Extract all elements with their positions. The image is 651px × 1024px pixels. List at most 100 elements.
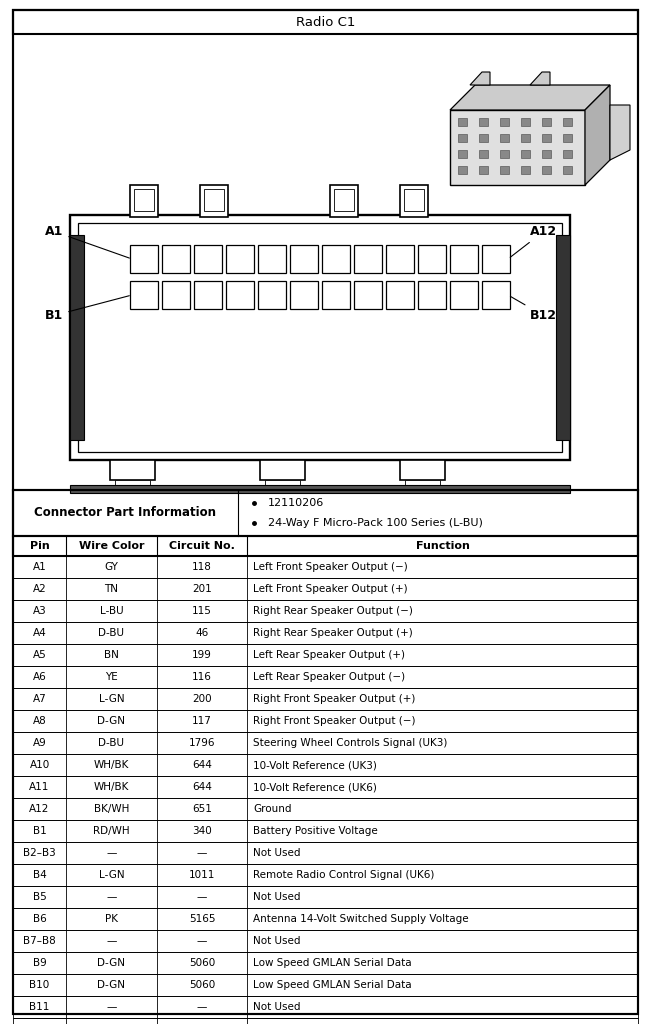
Text: Left Front Speaker Output (−): Left Front Speaker Output (−): [253, 562, 408, 572]
Bar: [13, 798, 638, 820]
Bar: [13, 886, 638, 908]
Text: 5060: 5060: [189, 958, 215, 968]
Text: BN: BN: [104, 650, 119, 660]
Polygon shape: [450, 85, 610, 110]
Bar: [13, 952, 638, 974]
Bar: [204, 189, 224, 211]
Text: Low Speed GMLAN Serial Data: Low Speed GMLAN Serial Data: [253, 980, 412, 990]
Bar: [13, 996, 638, 1018]
Text: Ground: Ground: [253, 804, 292, 814]
Text: 644: 644: [192, 782, 212, 792]
Bar: [162, 281, 190, 309]
Text: —: —: [106, 892, 117, 902]
Text: GY: GY: [105, 562, 118, 572]
Text: Low Speed GMLAN Serial Data: Low Speed GMLAN Serial Data: [253, 958, 412, 968]
Text: 115: 115: [192, 606, 212, 616]
Text: B4: B4: [33, 870, 46, 880]
Bar: [500, 150, 509, 158]
Bar: [70, 234, 84, 440]
Text: A12: A12: [29, 804, 49, 814]
Bar: [13, 536, 638, 556]
Text: Right Rear Speaker Output (−): Right Rear Speaker Output (−): [253, 606, 413, 616]
Bar: [13, 688, 638, 710]
Bar: [330, 185, 358, 217]
Text: Right Front Speaker Output (+): Right Front Speaker Output (+): [253, 694, 416, 705]
Bar: [13, 490, 638, 536]
Bar: [13, 556, 638, 578]
Text: Not Used: Not Used: [253, 936, 301, 946]
Text: D-BU: D-BU: [98, 738, 124, 748]
Bar: [13, 908, 638, 930]
Bar: [500, 166, 509, 174]
Bar: [226, 281, 254, 309]
Text: L-BU: L-BU: [100, 606, 123, 616]
Text: 651: 651: [192, 804, 212, 814]
Bar: [521, 134, 530, 142]
Text: —: —: [106, 848, 117, 858]
Text: A2: A2: [33, 584, 46, 594]
Bar: [542, 134, 551, 142]
Text: B1: B1: [45, 296, 130, 322]
Text: B11: B11: [29, 1002, 49, 1012]
Bar: [400, 460, 445, 480]
Text: RD/WH: RD/WH: [93, 826, 130, 836]
Bar: [458, 134, 467, 142]
Text: L-GN: L-GN: [98, 694, 124, 705]
Bar: [13, 776, 638, 798]
Text: B10: B10: [29, 980, 49, 990]
Text: B2–B3: B2–B3: [23, 848, 56, 858]
Bar: [556, 234, 570, 440]
Text: 200: 200: [192, 694, 212, 705]
Text: 1796: 1796: [189, 738, 215, 748]
Bar: [130, 185, 158, 217]
Text: B6: B6: [33, 914, 46, 924]
Bar: [405, 480, 440, 486]
Text: A1: A1: [45, 225, 130, 258]
Text: B12: B12: [510, 296, 557, 322]
Text: B5: B5: [33, 892, 46, 902]
Text: 201: 201: [192, 584, 212, 594]
Text: A1: A1: [33, 562, 46, 572]
Polygon shape: [530, 72, 550, 85]
Text: D-GN: D-GN: [98, 980, 126, 990]
Text: Battery Positive Voltage: Battery Positive Voltage: [253, 826, 378, 836]
Text: B1: B1: [33, 826, 46, 836]
Text: Pin: Pin: [30, 541, 49, 551]
Bar: [542, 150, 551, 158]
Text: D-GN: D-GN: [98, 716, 126, 726]
Text: L-GN: L-GN: [98, 870, 124, 880]
Bar: [563, 166, 572, 174]
Bar: [13, 930, 638, 952]
Bar: [162, 245, 190, 273]
Bar: [200, 185, 228, 217]
Text: —: —: [106, 1002, 117, 1012]
Bar: [521, 150, 530, 158]
Text: A12: A12: [510, 225, 557, 257]
Bar: [13, 842, 638, 864]
Bar: [563, 150, 572, 158]
Text: A8: A8: [33, 716, 46, 726]
Text: 5060: 5060: [189, 980, 215, 990]
Text: Radio C1: Radio C1: [296, 15, 355, 29]
Bar: [134, 189, 154, 211]
Bar: [482, 245, 510, 273]
Text: —: —: [197, 1002, 207, 1012]
Text: PK: PK: [105, 914, 118, 924]
Bar: [290, 281, 318, 309]
Bar: [13, 622, 638, 644]
Text: TN: TN: [104, 584, 118, 594]
Text: Not Used: Not Used: [253, 1002, 301, 1012]
Text: 199: 199: [192, 650, 212, 660]
Text: WH/BK: WH/BK: [94, 782, 129, 792]
Bar: [450, 281, 478, 309]
Bar: [450, 245, 478, 273]
Text: Left Front Speaker Output (+): Left Front Speaker Output (+): [253, 584, 408, 594]
Bar: [130, 245, 158, 273]
Text: Connector Part Information: Connector Part Information: [35, 507, 217, 519]
Bar: [13, 644, 638, 666]
Bar: [521, 118, 530, 126]
Bar: [482, 281, 510, 309]
Text: 644: 644: [192, 760, 212, 770]
Bar: [521, 166, 530, 174]
Text: A6: A6: [33, 672, 46, 682]
